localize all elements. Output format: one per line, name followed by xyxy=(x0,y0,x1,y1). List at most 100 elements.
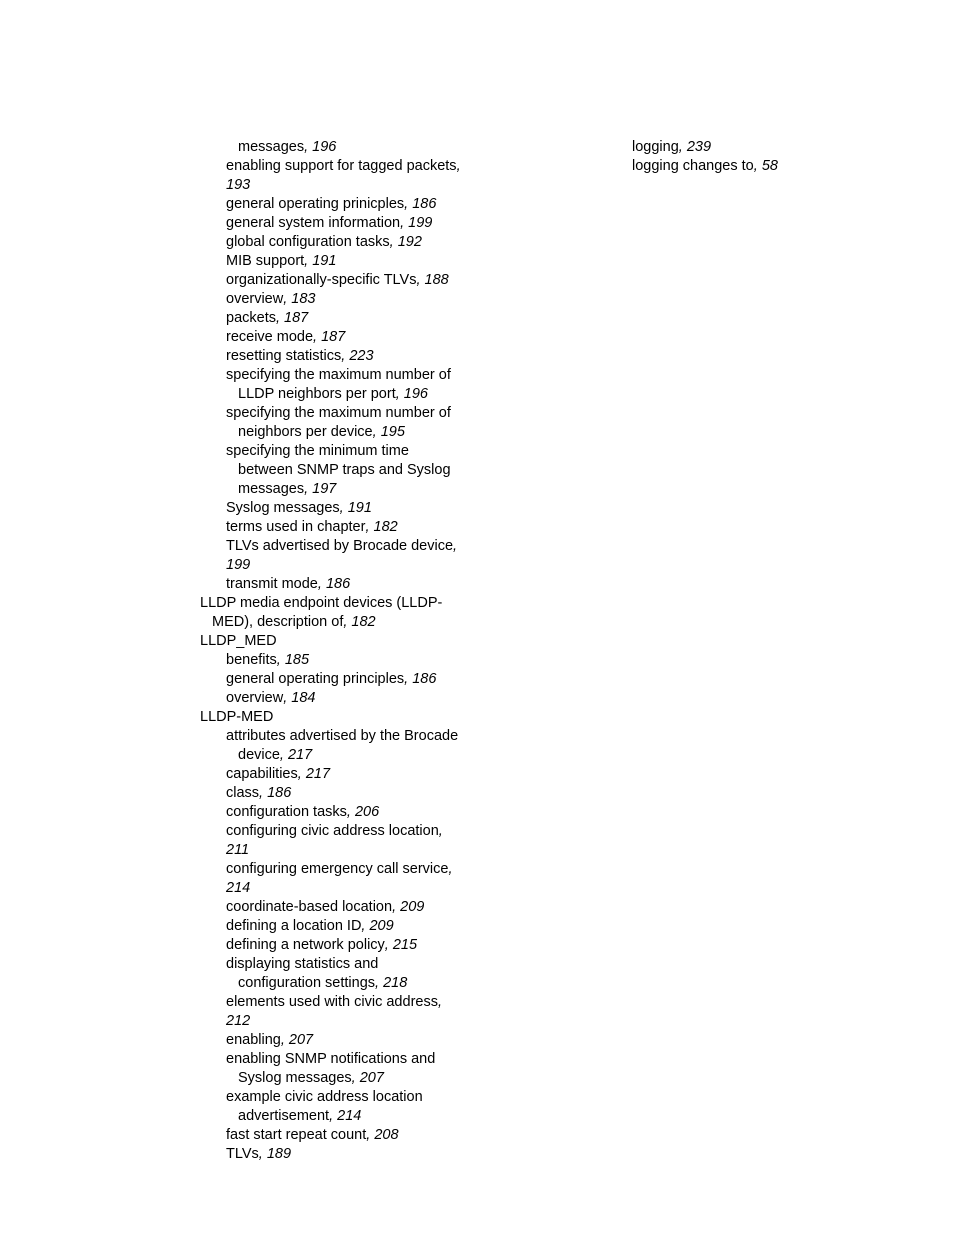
comma: , xyxy=(400,215,408,231)
index-entry: MIB support, 191 xyxy=(226,252,462,271)
index-entry-text: elements used with civic address xyxy=(226,994,438,1010)
index-entry-page: 217 xyxy=(306,766,330,782)
index-entry-page: 58 xyxy=(762,158,778,174)
index-entry: organizationally-specific TLVs, 188 xyxy=(226,271,462,290)
index-entry-text: configuration tasks xyxy=(226,804,347,820)
index-entry-text: specifying the minimum time between SNMP… xyxy=(226,443,451,497)
index-entry-text: logging changes to xyxy=(632,158,754,174)
index-entry-text: coordinate-based location xyxy=(226,899,392,915)
index-entry-page: 182 xyxy=(374,519,398,535)
index-entry-text: LLDP_MED xyxy=(200,633,277,649)
index-entry-text: fast start repeat count xyxy=(226,1127,366,1143)
index-entry-page: 189 xyxy=(267,1146,291,1162)
comma: , xyxy=(396,386,404,402)
comma: , xyxy=(352,1070,360,1086)
comma: , xyxy=(304,139,312,155)
comma: , xyxy=(438,994,442,1010)
index-entry-text: enabling xyxy=(226,1032,281,1048)
comma: , xyxy=(277,652,285,668)
index-entry: messages, 196 xyxy=(226,138,462,157)
index-entry: enabling support for tagged packets, 193 xyxy=(226,157,462,195)
index-entry-page: 209 xyxy=(400,899,424,915)
index-entry-text: benefits xyxy=(226,652,277,668)
index-entry-text: general system information xyxy=(226,215,400,231)
index-entry-page: 218 xyxy=(383,975,407,991)
index-entry: global configuration tasks, 192 xyxy=(226,233,462,252)
index-entry: transmit mode, 186 xyxy=(226,575,462,594)
index-entry-text: configuring emergency call service xyxy=(226,861,448,877)
index-entry-text: receive mode xyxy=(226,329,313,345)
index-entry: terms used in chapter, 182 xyxy=(226,518,462,537)
comma: , xyxy=(392,899,400,915)
index-entry-page: 186 xyxy=(267,785,291,801)
index-entry-text: class xyxy=(226,785,259,801)
index-entry-page: 187 xyxy=(284,310,308,326)
index-entry-text: overview xyxy=(226,690,283,706)
index-entry: defining a location ID, 209 xyxy=(226,917,462,936)
comma: , xyxy=(259,785,267,801)
index-entry-text: resetting statistics xyxy=(226,348,341,364)
comma: , xyxy=(340,500,348,516)
index-entry-text: general operating principles xyxy=(226,671,404,687)
index-entry-text: global configuration tasks xyxy=(226,234,390,250)
comma: , xyxy=(259,1146,267,1162)
comma: , xyxy=(439,823,443,839)
comma: , xyxy=(347,804,355,820)
index-entry: enabling SNMP notifications and Syslog m… xyxy=(226,1050,462,1088)
index-entry: example civic address location advertise… xyxy=(226,1088,462,1126)
index-entry-page: 193 xyxy=(226,177,250,193)
index-entry-page: 206 xyxy=(355,804,379,820)
comma: , xyxy=(375,975,383,991)
index-entry-text: MIB support xyxy=(226,253,304,269)
index-entry-text: enabling SNMP notifications and Syslog m… xyxy=(226,1051,435,1086)
comma: , xyxy=(276,310,284,326)
index-entry: specifying the minimum time between SNMP… xyxy=(226,442,462,499)
comma: , xyxy=(404,196,412,212)
comma: , xyxy=(679,139,687,155)
index-entry-text: general operating prinicples xyxy=(226,196,404,212)
index-entry-page: 191 xyxy=(312,253,336,269)
index-entry-text: example civic address location advertise… xyxy=(226,1089,423,1124)
index-entry-page: 239 xyxy=(687,139,711,155)
comma: , xyxy=(281,1032,289,1048)
index-entry-page: 199 xyxy=(226,557,250,573)
index-entry-page: 188 xyxy=(425,272,449,288)
index-entry-text: packets xyxy=(226,310,276,326)
index-entry: overview, 183 xyxy=(226,290,462,309)
index-entry-page: 183 xyxy=(291,291,315,307)
index-entry-text: LLDP-MED xyxy=(200,709,273,725)
index-entry: specifying the maximum number of neighbo… xyxy=(226,404,462,442)
comma: , xyxy=(304,481,312,497)
index-entry: specifying the maximum number of LLDP ne… xyxy=(226,366,462,404)
index-entry: general system information, 199 xyxy=(226,214,462,233)
index-entry-page: 208 xyxy=(374,1127,398,1143)
index-entry-text: logging xyxy=(632,139,679,155)
index-entry-page: 223 xyxy=(349,348,373,364)
index-entry-page: 197 xyxy=(312,481,336,497)
index-entry-page: 187 xyxy=(321,329,345,345)
index-entry-page: 214 xyxy=(226,880,250,896)
index-entry-page: 192 xyxy=(398,234,422,250)
comma: , xyxy=(365,519,373,535)
index-entry: LLDP-MED xyxy=(200,708,462,727)
index-entry-page: 207 xyxy=(360,1070,384,1086)
index-entry-text: capabilities xyxy=(226,766,298,782)
index-entry: general operating prinicples, 186 xyxy=(226,195,462,214)
index-entry-text: displaying statistics and configuration … xyxy=(226,956,378,991)
index-entry-text: configuring civic address location xyxy=(226,823,439,839)
index-entry: general operating principles, 186 xyxy=(226,670,462,689)
comma: , xyxy=(329,1108,337,1124)
index-entry: LLDP media endpoint devices (LLDP-MED), … xyxy=(200,594,462,632)
index-entry-page: 185 xyxy=(285,652,309,668)
index-entry-text: overview xyxy=(226,291,283,307)
index-entry-page: 191 xyxy=(348,500,372,516)
comma: , xyxy=(373,424,381,440)
index-entry: benefits, 185 xyxy=(226,651,462,670)
index-entry: LLDP_MED xyxy=(200,632,462,651)
comma: , xyxy=(448,861,452,877)
index-entry: class, 186 xyxy=(226,784,462,803)
index-entry: configuring emergency call service, 214 xyxy=(226,860,462,898)
index-entry-page: 182 xyxy=(351,614,375,630)
index-entry-page: 186 xyxy=(412,196,436,212)
index-entry: TLVs, 189 xyxy=(226,1145,462,1164)
